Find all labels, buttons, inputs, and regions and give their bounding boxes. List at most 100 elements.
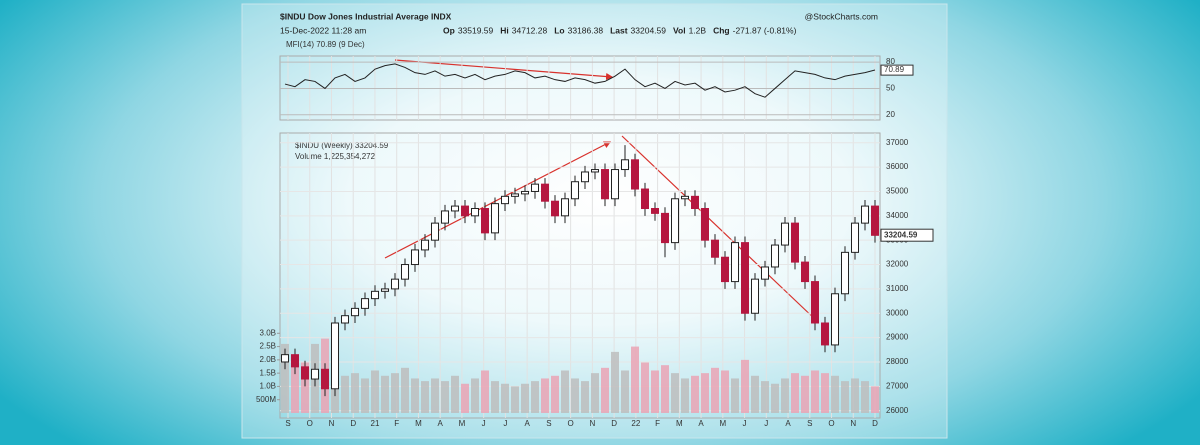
- price-legend: $INDU (Weekly) 33204.59: [295, 141, 389, 150]
- candle-body: [761, 266, 769, 280]
- x-tick-label: S: [807, 419, 812, 428]
- candle-body: [591, 169, 599, 173]
- y2-tick-label: 1.0B: [260, 382, 276, 391]
- volume-bar: [721, 370, 729, 413]
- y-tick-label: 35000: [886, 187, 909, 196]
- candle-body: [551, 200, 559, 217]
- volume-bar: [341, 375, 349, 413]
- volume-bar: [571, 378, 579, 413]
- x-tick-label: J: [482, 419, 486, 428]
- volume-bar: [531, 381, 539, 413]
- mfi-tick-label: 50: [886, 84, 895, 93]
- volume-bar: [551, 375, 559, 413]
- candle-body: [521, 190, 529, 195]
- volume-bar: [861, 381, 869, 413]
- candle-body: [721, 256, 729, 283]
- quote-label: Lo: [554, 25, 564, 35]
- y-tick-label: 29000: [886, 333, 909, 342]
- candle-body: [671, 198, 679, 244]
- candle-body: [651, 208, 659, 214]
- candle-body: [621, 159, 629, 171]
- volume-bar: [681, 378, 689, 413]
- candle-body: [781, 222, 789, 246]
- candle-body: [391, 278, 399, 290]
- candle-body: [841, 251, 849, 295]
- x-tick-label: N: [329, 419, 335, 428]
- mfi-last-label: 70.89: [884, 65, 905, 74]
- y-tick-label: 36000: [886, 162, 909, 171]
- volume-bar: [691, 375, 699, 413]
- volume-bar: [731, 378, 739, 413]
- volume-bar: [621, 370, 629, 413]
- volume-bar: [291, 354, 299, 413]
- x-tick-label: D: [350, 419, 356, 428]
- x-tick-label: 21: [371, 419, 380, 428]
- mfi-line: [284, 63, 876, 98]
- candle-body: [851, 222, 859, 253]
- quote-label: Vol: [673, 25, 686, 35]
- volume-bar: [451, 375, 459, 413]
- mfi-legend: MFI(14) 70.89 (9 Dec): [286, 40, 365, 49]
- volume-bar: [831, 375, 839, 413]
- y2-tick-label: 2.5B: [260, 342, 276, 351]
- y2-tick-label: 3.0B: [260, 328, 276, 337]
- mfi-last-tag: [880, 64, 914, 76]
- x-tick-label: M: [459, 419, 466, 428]
- y-tick-label: 37000: [886, 138, 909, 147]
- volume-bar: [381, 375, 389, 413]
- candle-body: [401, 264, 409, 280]
- x-tick-label: M: [719, 419, 726, 428]
- candle-body: [741, 242, 749, 314]
- x-tick-label: M: [676, 419, 683, 428]
- volume-legend: Volume 1,225,354,272: [295, 152, 376, 161]
- candle-body: [631, 159, 639, 190]
- x-tick-label: J: [503, 419, 507, 428]
- volume-bar: [601, 367, 609, 413]
- mfi-tick-label: 80: [886, 57, 895, 66]
- candle-body: [491, 203, 499, 234]
- quote-value: 33186.38: [568, 25, 604, 35]
- candle-body: [811, 281, 819, 324]
- quote-value: 33519.59: [458, 25, 494, 35]
- candle-body: [701, 208, 709, 241]
- candle-body: [791, 222, 799, 263]
- volume-bar: [301, 362, 309, 413]
- volume-bar: [661, 365, 669, 413]
- volume-bar: [771, 383, 779, 413]
- price-panel: [279, 132, 881, 419]
- chart-frame: [241, 3, 948, 439]
- quote-label: Last: [610, 25, 628, 35]
- y-tick-label: 26000: [886, 406, 909, 415]
- candle-body: [601, 169, 609, 200]
- volume-bar: [671, 373, 679, 413]
- candle-body: [751, 278, 759, 314]
- volume-bar: [651, 370, 659, 413]
- x-tick-label: M: [415, 419, 422, 428]
- volume-bar: [871, 386, 879, 413]
- volume-bar: [751, 375, 759, 413]
- quote-value: -271.87 (-0.81%): [733, 25, 797, 35]
- candle-body: [611, 169, 619, 200]
- candle-body: [641, 188, 649, 210]
- volume-bar: [481, 370, 489, 413]
- x-tick-label: D: [872, 419, 878, 428]
- x-tick-label: O: [307, 419, 313, 428]
- volume-bar: [581, 381, 589, 413]
- candle-body: [831, 293, 839, 346]
- y2-tick-label: 500M: [256, 395, 276, 404]
- x-tick-label: A: [524, 419, 530, 428]
- volume-bar: [821, 373, 829, 413]
- candle-body: [711, 239, 719, 258]
- candle-body: [301, 366, 309, 380]
- candle-body: [531, 183, 539, 192]
- candle-body: [361, 298, 369, 309]
- x-tick-label: A: [785, 419, 791, 428]
- candle-body: [341, 315, 349, 324]
- volume-bar: [281, 343, 289, 413]
- candle-body: [451, 205, 459, 212]
- volume-bar: [611, 351, 619, 413]
- y-tick-label: 32000: [886, 260, 909, 269]
- volume-bar: [491, 381, 499, 413]
- candle-body: [471, 208, 479, 217]
